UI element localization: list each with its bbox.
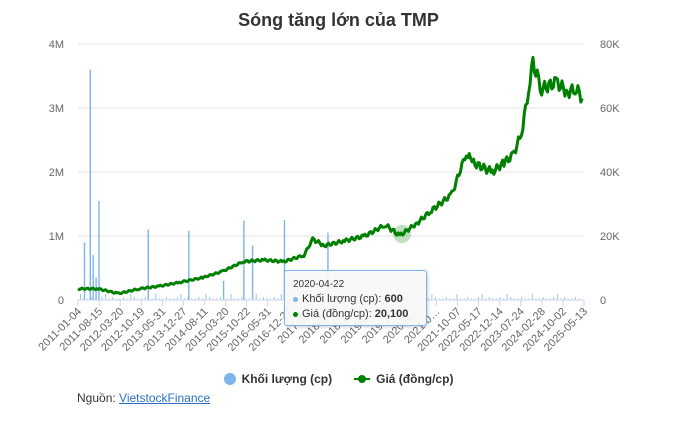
source-credit: Nguồn: VietstockFinance bbox=[77, 391, 210, 405]
y-right-tick: 80K bbox=[600, 39, 620, 51]
y-axis-left: 0 1M 2M 3M 4M bbox=[49, 39, 64, 307]
y-left-tick: 1M bbox=[49, 231, 64, 243]
price-line-path bbox=[77, 55, 584, 296]
hover-marker bbox=[393, 225, 411, 243]
tooltip-volume-label: Khối lượng (cp): bbox=[302, 293, 385, 305]
source-label: Nguồn: bbox=[77, 391, 120, 405]
legend-volume-label: Khối lượng (cp) bbox=[241, 372, 333, 386]
price-dot-icon bbox=[293, 311, 298, 317]
tooltip-price-row: Giá (đồng/cp): 20,100 bbox=[293, 307, 418, 322]
circle-icon bbox=[223, 373, 236, 385]
volume-dot-icon bbox=[293, 296, 298, 302]
grid-lines bbox=[78, 43, 584, 301]
legend-price-label: Giá (đồng/cp) bbox=[376, 372, 454, 386]
volume-bar bbox=[188, 230, 190, 300]
y-right-tick: 0 bbox=[600, 295, 606, 307]
y-right-tick: 60K bbox=[600, 103, 620, 115]
tooltip-price-label: Giá (đồng/cp): bbox=[302, 308, 375, 320]
tooltip: 2020-04-22 Khối lượng (cp): 600 Giá (đồn… bbox=[284, 270, 427, 326]
tooltip-volume-value: 600 bbox=[384, 293, 403, 305]
volume-bar bbox=[327, 232, 329, 300]
line-marker-icon bbox=[354, 375, 371, 383]
volume-bar bbox=[83, 242, 86, 300]
y-right-tick: 20K bbox=[600, 231, 620, 243]
tooltip-price-value: 20,100 bbox=[374, 308, 409, 320]
y-left-tick: 2M bbox=[49, 167, 64, 179]
y-left-tick: 3M bbox=[49, 103, 64, 115]
volume-bar bbox=[243, 220, 245, 300]
volume-bars bbox=[80, 69, 580, 300]
y-left-tick: 4M bbox=[49, 39, 64, 51]
y-right-tick: 40K bbox=[600, 167, 620, 179]
volume-bar bbox=[251, 245, 254, 300]
legend: Khối lượng (cp) Giá (đồng/cp) bbox=[0, 372, 677, 386]
tooltip-date: 2020-04-22 bbox=[293, 279, 345, 290]
volume-bar bbox=[147, 229, 149, 300]
chart-title: Sóng tăng lớn của TMP bbox=[238, 10, 439, 30]
volume-bar bbox=[222, 280, 225, 300]
legend-item-price[interactable]: Giá (đồng/cp) bbox=[354, 372, 453, 386]
source-link[interactable]: VietstockFinance bbox=[119, 391, 211, 405]
legend-item-volume[interactable]: Khối lượng (cp) bbox=[223, 372, 333, 386]
volume-bar bbox=[89, 69, 91, 300]
y-axis-right: 0 20K 40K 60K 80K bbox=[600, 39, 620, 307]
y-left-tick: 0 bbox=[58, 295, 64, 307]
volume-bar bbox=[92, 255, 94, 300]
volume-bar bbox=[98, 200, 100, 300]
price-line bbox=[77, 55, 584, 296]
tooltip-volume-row: Khối lượng (cp): 600 bbox=[293, 292, 418, 307]
